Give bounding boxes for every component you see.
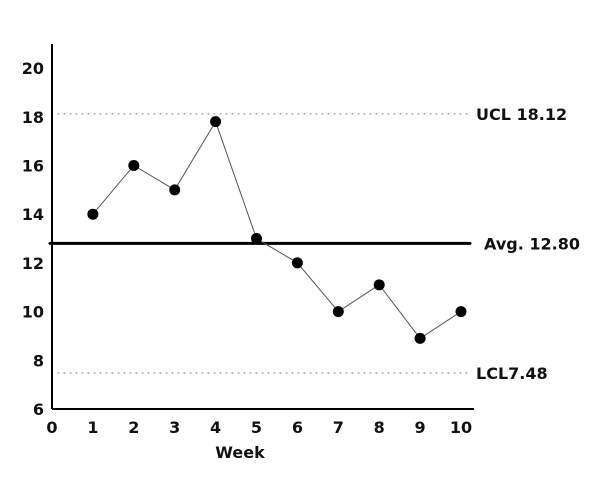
y-tick-label: 20	[22, 59, 44, 78]
x-tick-label: 1	[87, 418, 98, 437]
series-polyline	[92, 120, 462, 340]
y-tick-label: 14	[22, 205, 44, 224]
y-tick-label: 18	[22, 108, 44, 127]
x-tick-label: 4	[210, 418, 221, 437]
reference-label-1: Avg. 12.80	[484, 234, 580, 253]
x-tick-label: 8	[374, 418, 385, 437]
y-tick-label: 16	[22, 157, 44, 176]
data-point	[87, 208, 99, 220]
data-point	[414, 332, 426, 344]
data-point	[455, 306, 467, 318]
y-tick-label: 10	[22, 303, 44, 322]
y-tick-label: 6	[33, 400, 44, 419]
data-points	[87, 116, 467, 344]
data-point	[251, 233, 262, 245]
x-tick-label: 7	[333, 418, 344, 437]
axes	[51, 44, 474, 410]
x-tick-label: 10	[450, 418, 472, 437]
data-point	[373, 279, 385, 291]
x-tick-labels: 0 1 2 3 4 5 6 7 8 9 10	[46, 418, 472, 437]
x-tick-label: 9	[415, 418, 426, 437]
data-point	[210, 116, 222, 128]
data-point	[128, 160, 140, 171]
x-axis-title: Week	[215, 443, 265, 462]
y-tick-labels: 6 8 10 12 14 16 18 20	[22, 59, 44, 419]
data-point	[291, 257, 303, 269]
y-tick-label: 8	[33, 351, 44, 370]
reference-label-2: LCL7.48	[476, 364, 548, 383]
y-tick-label: 12	[22, 254, 44, 273]
reference-lines: UCL 18.12 Avg. 12.80 LCL7.48	[48, 105, 580, 383]
x-tick-label: 0	[46, 418, 57, 437]
data-point	[169, 184, 181, 196]
x-tick-label: 2	[128, 418, 139, 437]
reference-label-0: UCL 18.12	[476, 105, 567, 124]
x-tick-label: 5	[251, 418, 262, 437]
x-tick-label: 3	[169, 418, 180, 437]
data-point	[332, 306, 344, 318]
x-tick-label: 6	[292, 418, 303, 437]
series-line	[92, 120, 462, 340]
